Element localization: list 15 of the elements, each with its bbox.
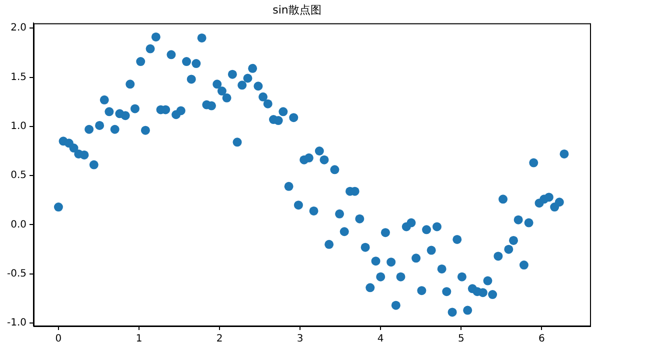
x-tick-label: 0 — [55, 334, 62, 345]
y-tick-label: -0.5 — [6, 268, 27, 280]
y-tick-label: -1.0 — [6, 318, 27, 329]
y-tick-label: 1.5 — [10, 72, 27, 83]
chart-title: sin散点图 — [272, 3, 322, 16]
x-tick-label: 5 — [458, 334, 464, 345]
y-tick-label: 2.0 — [10, 22, 27, 34]
y-tick-label: 0.0 — [10, 219, 27, 230]
x-tick-label: 6 — [538, 334, 545, 345]
x-tick-label: 2 — [216, 334, 223, 345]
x-tick-label: 1 — [136, 334, 142, 345]
y-tick-label: 1.0 — [10, 121, 27, 132]
x-tick-label: 4 — [377, 334, 384, 345]
x-tick-label: 3 — [296, 334, 304, 345]
y-tick-label: 0.5 — [10, 170, 27, 182]
